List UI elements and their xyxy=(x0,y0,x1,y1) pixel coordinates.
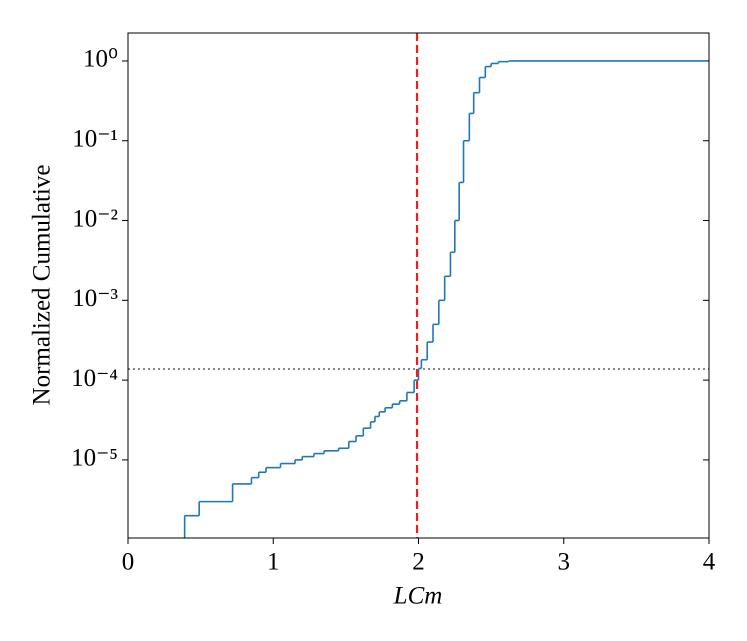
x-axis-label: LCm xyxy=(393,583,443,610)
y-tick-label: 10⁰ xyxy=(83,46,118,73)
y-axis-label: Normalized Cumulative xyxy=(29,165,56,406)
x-tick-label: 1 xyxy=(267,549,280,576)
x-tick-label: 3 xyxy=(558,549,571,576)
x-tick-label: 0 xyxy=(122,549,135,576)
y-tick-label: 10⁻⁵ xyxy=(71,445,118,472)
y-tick-label: 10⁻² xyxy=(72,205,118,232)
x-tick-label: 4 xyxy=(703,549,716,576)
y-tick-label: 10⁻³ xyxy=(72,285,118,312)
plot-frame xyxy=(127,32,710,539)
y-tick-label: 10⁻⁴ xyxy=(71,365,118,392)
x-tick-label: 2 xyxy=(412,549,425,576)
y-tick-label: 10⁻¹ xyxy=(72,125,118,152)
